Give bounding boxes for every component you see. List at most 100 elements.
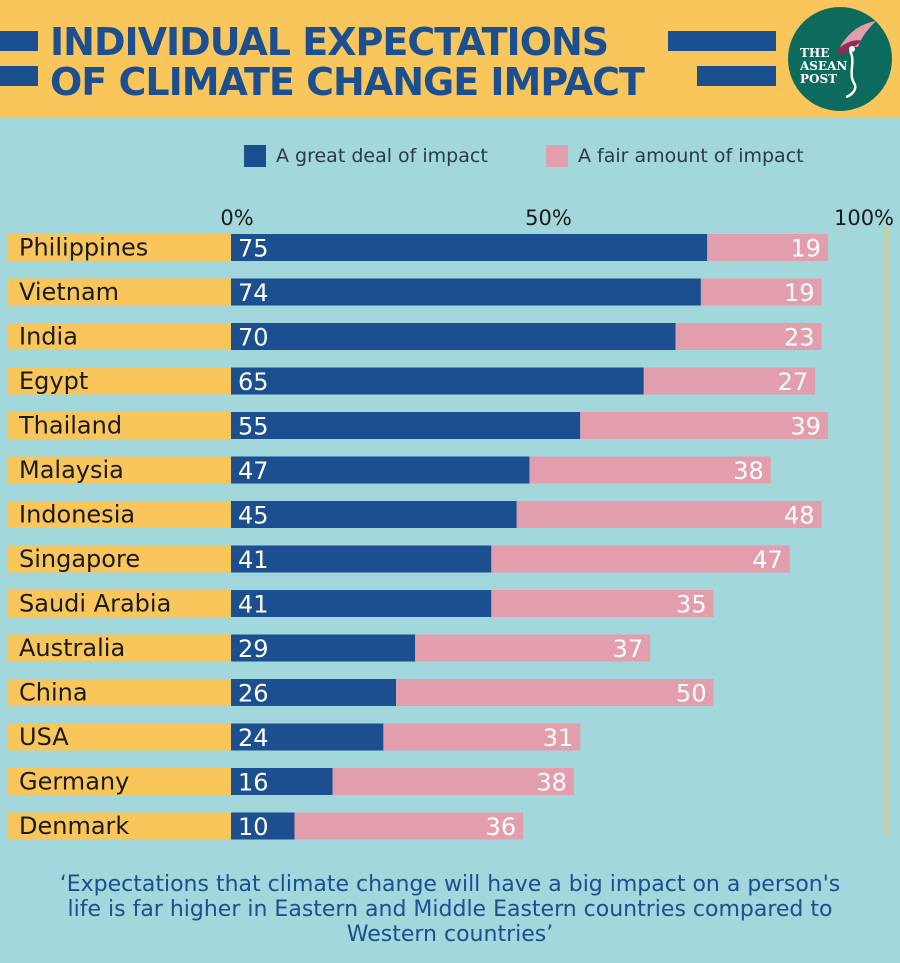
category-label-band xyxy=(8,278,231,306)
category-label-band xyxy=(8,323,231,350)
bar-fair-amount xyxy=(643,367,816,395)
data-label-fair-amount: 50 xyxy=(676,680,707,708)
legend-swatch-fair-amount xyxy=(546,145,568,167)
category-label: Malaysia xyxy=(19,456,124,484)
stacked-bar-chart: 0% 50% 100% Philippines 75 19 Vietnam 74 19 India… xyxy=(8,206,894,841)
bar-great-deal xyxy=(231,679,397,706)
bar-fair-amount xyxy=(516,501,822,528)
bar-great-deal xyxy=(231,634,416,662)
bar-great-deal xyxy=(231,456,530,484)
category-label: Indonesia xyxy=(19,501,135,529)
bird-icon xyxy=(836,21,876,99)
bar-fair-amount xyxy=(396,679,714,706)
category-label: China xyxy=(19,679,88,707)
data-label-fair-amount: 37 xyxy=(613,635,644,663)
logo-text-line-3: POST xyxy=(800,72,838,86)
the-asean-post-logo: THE ASEAN POST xyxy=(788,7,892,111)
data-label-fair-amount: 38 xyxy=(733,457,764,485)
bar-fair-amount xyxy=(675,323,822,350)
bar-great-deal xyxy=(231,412,581,439)
x-tick-label: 50% xyxy=(525,206,572,230)
bar-fair-amount xyxy=(700,278,822,306)
category-label: Denmark xyxy=(19,812,129,840)
category-label: Germany xyxy=(19,768,129,796)
category-label: Vietnam xyxy=(19,278,119,306)
category-label-band xyxy=(8,367,231,395)
data-label-fair-amount: 19 xyxy=(784,279,815,307)
category-label-band xyxy=(8,501,231,528)
chart-title: INDIVIDUAL EXPECTATIONS OF CLIMATE CHANG… xyxy=(50,20,645,104)
footnote: ‘Expectations that climate change will h… xyxy=(59,872,841,947)
bar-fair-amount xyxy=(491,545,790,573)
bar-fair-amount xyxy=(707,234,828,261)
legend: A great deal of impact A fair amount of … xyxy=(244,143,844,169)
data-label-great-deal: 74 xyxy=(238,279,269,307)
title-decoration-bar xyxy=(668,31,776,51)
category-label-band xyxy=(8,456,231,484)
category-label: Egypt xyxy=(19,367,88,395)
data-label-fair-amount: 48 xyxy=(784,502,815,530)
header-band: INDIVIDUAL EXPECTATIONS OF CLIMATE CHANG… xyxy=(0,0,900,118)
data-label-great-deal: 55 xyxy=(238,413,269,441)
legend-swatch-great-deal xyxy=(244,145,266,167)
data-label-great-deal: 47 xyxy=(238,457,269,485)
data-label-fair-amount: 23 xyxy=(784,324,815,352)
category-label-band xyxy=(8,545,231,573)
data-label-great-deal: 41 xyxy=(238,546,269,574)
data-label-great-deal: 24 xyxy=(238,724,269,752)
data-label-fair-amount: 27 xyxy=(778,368,809,396)
legend-label-fair-amount: A fair amount of impact xyxy=(578,145,804,167)
data-label-great-deal: 45 xyxy=(238,502,269,530)
bar-fair-amount xyxy=(332,768,574,795)
category-label-band xyxy=(8,723,231,751)
category-label: Thailand xyxy=(18,412,122,440)
category-label-band xyxy=(8,412,231,439)
data-label-fair-amount: 38 xyxy=(536,769,567,797)
bar-fair-amount xyxy=(580,412,828,439)
data-label-fair-amount: 39 xyxy=(790,413,821,441)
data-label-great-deal: 29 xyxy=(238,635,269,663)
bar-great-deal xyxy=(231,323,676,350)
bar-great-deal xyxy=(231,234,708,261)
category-label-band xyxy=(8,812,231,840)
category-label: Australia xyxy=(19,634,125,662)
data-label-great-deal: 26 xyxy=(238,680,269,708)
logo-text-line-1: THE xyxy=(800,46,830,60)
data-label-great-deal: 16 xyxy=(238,769,269,797)
category-label-band xyxy=(8,679,231,706)
title-decoration-bar xyxy=(697,66,776,86)
bar-fair-amount xyxy=(529,456,771,484)
data-label-fair-amount: 35 xyxy=(676,591,707,619)
title-line-2: OF CLIMATE CHANGE IMPACT xyxy=(50,60,645,104)
category-label: India xyxy=(19,323,78,351)
data-label-fair-amount: 19 xyxy=(790,235,821,263)
category-label: Philippines xyxy=(19,234,148,262)
data-label-great-deal: 41 xyxy=(238,591,269,619)
data-label-great-deal: 10 xyxy=(238,813,269,841)
category-label: Saudi Arabia xyxy=(19,590,171,618)
data-label-great-deal: 65 xyxy=(238,368,269,396)
bar-great-deal xyxy=(231,545,492,573)
category-label: Singapore xyxy=(19,545,140,573)
category-label-band xyxy=(8,234,231,261)
bar-fair-amount xyxy=(294,812,524,840)
bar-fair-amount xyxy=(383,723,581,751)
title-line-1: INDIVIDUAL EXPECTATIONS xyxy=(50,20,609,64)
bar-great-deal xyxy=(231,812,295,840)
bar-great-deal xyxy=(231,367,644,395)
bar-fair-amount xyxy=(415,634,651,662)
data-label-fair-amount: 31 xyxy=(543,724,574,752)
data-label-great-deal: 75 xyxy=(238,235,269,263)
x-tick-label: 0% xyxy=(220,206,253,230)
x-tick-label: 100% xyxy=(834,206,894,230)
title-decoration-bar xyxy=(0,31,38,51)
data-label-fair-amount: 47 xyxy=(752,546,783,574)
category-label: USA xyxy=(19,723,69,751)
legend-label-great-deal: A great deal of impact xyxy=(276,145,488,167)
category-label-band xyxy=(8,768,231,795)
data-label-great-deal: 70 xyxy=(238,324,269,352)
title-decoration-bar xyxy=(0,66,38,86)
category-label-band xyxy=(8,634,231,662)
bar-great-deal xyxy=(231,590,492,617)
category-label-band xyxy=(8,590,231,617)
